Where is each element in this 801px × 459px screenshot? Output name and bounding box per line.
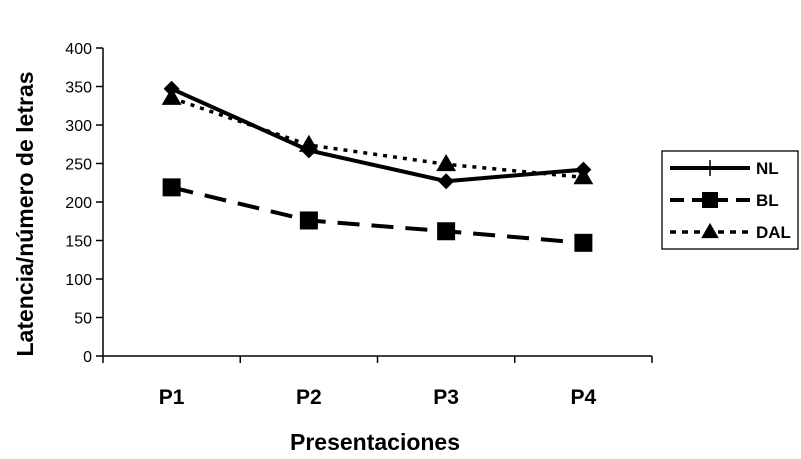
x-axis-ticks: P1 P2 P3 P4 <box>102 356 653 409</box>
data-point-bl <box>574 233 593 252</box>
y-tick-label: 200 <box>65 195 92 212</box>
y-tick-label: 350 <box>65 80 92 97</box>
legend-marker <box>702 192 718 208</box>
data-point-nl <box>300 142 317 159</box>
y-tick-label: 400 <box>65 41 92 58</box>
series-layer <box>161 80 594 252</box>
data-point-nl <box>575 161 592 178</box>
data-point-nl <box>438 173 455 190</box>
series-dal <box>161 87 594 185</box>
data-point-bl <box>437 222 456 241</box>
data-point-dal <box>436 154 457 172</box>
x-category-label: P2 <box>296 386 322 409</box>
legend-marker <box>702 160 718 176</box>
y-axis-title: Latencia/número de letras <box>12 71 38 356</box>
legend-item-dal: DAL <box>670 222 791 242</box>
legend-label: NL <box>756 159 779 178</box>
y-tick-label: 0 <box>83 349 92 366</box>
legend-label: DAL <box>756 223 791 242</box>
legend-item-nl: NL <box>670 159 779 178</box>
series-line-bl <box>171 185 584 245</box>
data-point-bl <box>299 211 318 230</box>
y-tick-label: 50 <box>74 311 92 328</box>
x-axis-title: Presentaciones <box>290 429 460 455</box>
series-nl <box>163 80 592 190</box>
legend-item-bl: BL <box>670 191 779 210</box>
x-category-label: P4 <box>571 386 597 409</box>
y-axis-ticks: 0 50 100 150 200 250 300 350 400 <box>65 41 103 366</box>
y-tick-label: 300 <box>65 118 92 135</box>
y-tick-label: 150 <box>65 234 92 251</box>
series-bl <box>162 178 593 252</box>
y-tick-label: 100 <box>65 272 92 289</box>
y-tick-label: 250 <box>65 157 92 174</box>
legend-marker <box>701 222 719 239</box>
data-point-nl <box>163 80 180 97</box>
x-category-label: P1 <box>159 386 185 409</box>
series-line-nl <box>170 86 584 184</box>
legend: NL BL DAL <box>661 150 799 250</box>
x-category-label: P3 <box>433 386 459 409</box>
data-point-bl <box>162 178 181 197</box>
legend-label: BL <box>756 191 779 210</box>
